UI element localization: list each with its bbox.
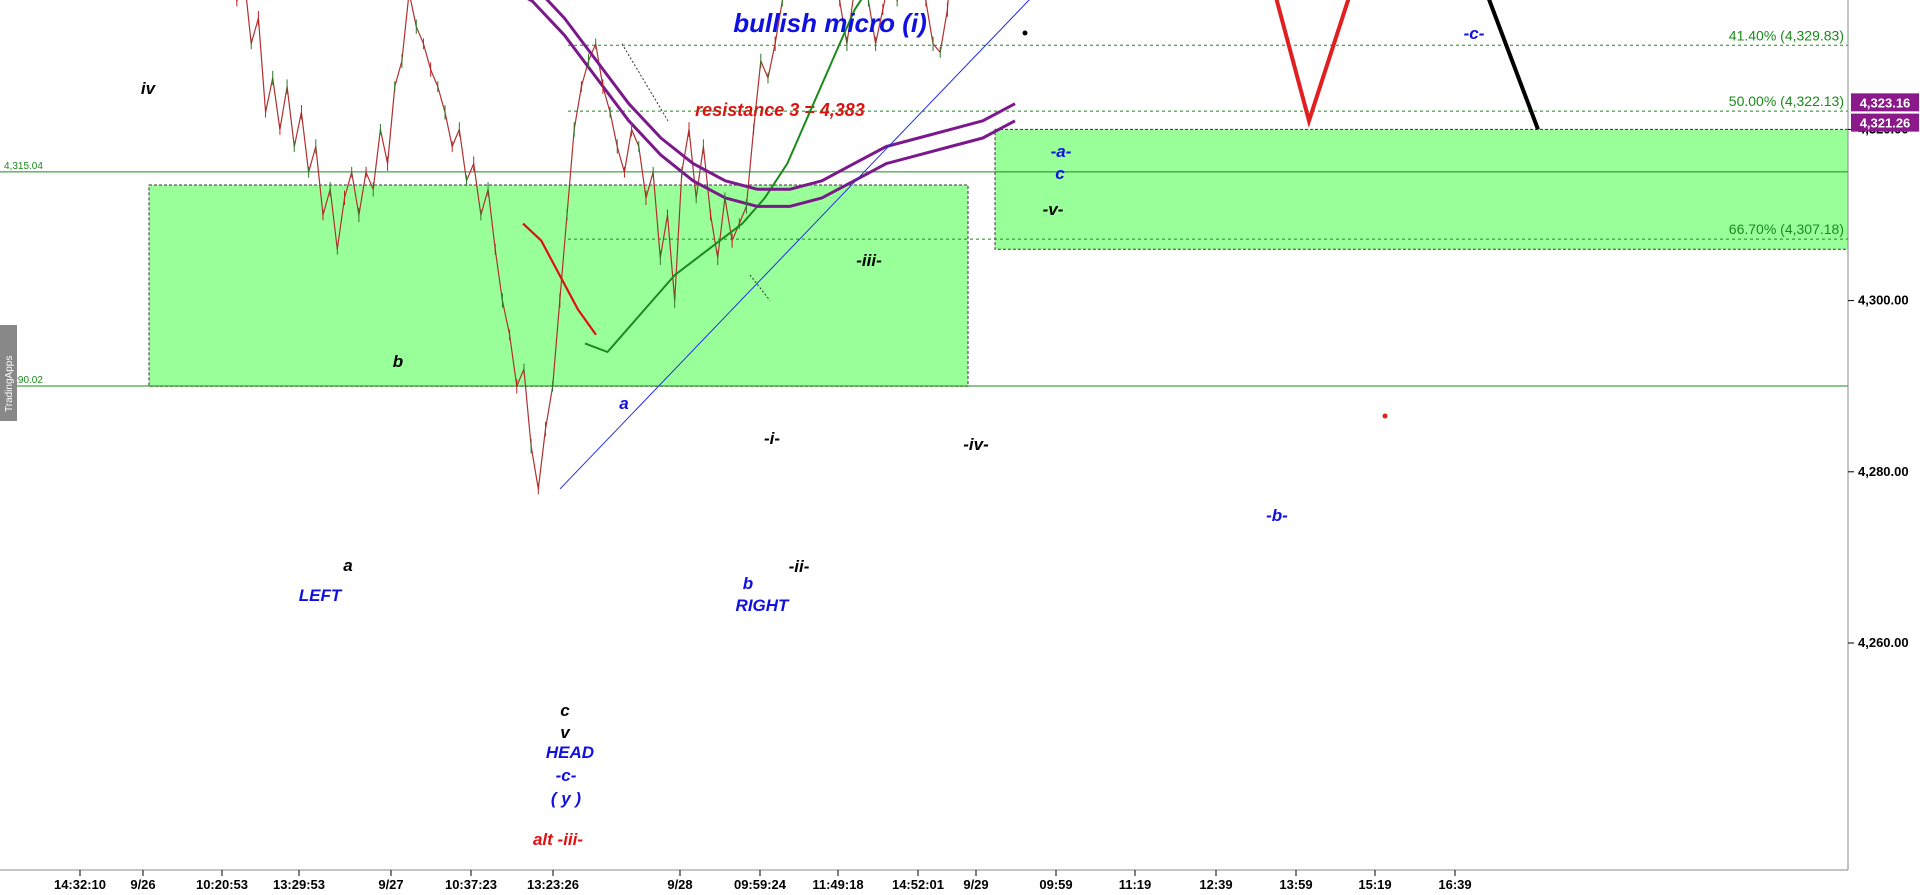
series-green-ma <box>584 0 863 353</box>
wave-label: a <box>619 394 628 413</box>
price-tag <box>1851 113 1919 132</box>
x-tick-label: 9/28 <box>667 877 692 892</box>
wave-label: -v- <box>1043 200 1064 219</box>
wave-label: -ii- <box>789 557 810 576</box>
wave-label: -iv- <box>963 435 989 454</box>
hline-label: 4,315.04 <box>4 161 43 172</box>
hline-label: 4,290.02 <box>4 375 43 386</box>
wave-label: ( y ) <box>551 789 582 808</box>
wave-label: v <box>560 723 571 742</box>
wave-label: -a- <box>1051 142 1072 161</box>
price-tag-label: 4,323.16 <box>1860 95 1911 110</box>
zones-layer: resistance 3 = 4,383 <box>148 100 1849 387</box>
wave-label: a <box>343 556 352 575</box>
price-tag-label: 4,321.26 <box>1860 116 1911 131</box>
y-tick-label: 4,300.00 <box>1858 293 1909 308</box>
series-layer <box>236 0 1016 495</box>
wave-label: iv <box>141 79 157 98</box>
y-tick-label: 4,280.00 <box>1858 464 1909 479</box>
x-tick-label: 9/27 <box>378 877 403 892</box>
series-purple-ma-lower <box>527 0 1016 208</box>
wave-label: -c- <box>1464 24 1485 43</box>
series-red-ma <box>522 222 597 336</box>
price-tag <box>1851 93 1919 112</box>
trendline <box>559 0 1030 490</box>
zone-left-right-support <box>148 184 969 387</box>
x-tick-label: 12:39 <box>1199 877 1232 892</box>
connector <box>749 274 771 301</box>
series-purple-ma-upper <box>545 0 1016 191</box>
x-tick-label: 16:39 <box>1438 877 1471 892</box>
watermark-box <box>0 325 17 421</box>
wave-label: -i- <box>764 429 780 448</box>
wave-label: c <box>1055 164 1065 183</box>
x-tick-label: 9/29 <box>963 877 988 892</box>
wave-label: -b- <box>1266 506 1288 525</box>
zone-b-support <box>994 128 1849 250</box>
x-tick-label: 10:37:23 <box>445 877 497 892</box>
wave-label: -c- <box>556 766 577 785</box>
connector <box>621 43 669 122</box>
fib-label: 41.40% (4,329.83) <box>1729 27 1844 43</box>
watermark-text: TradingApps <box>4 356 15 412</box>
x-tick-label: 9/26 <box>130 877 155 892</box>
projections-layer <box>559 0 1540 490</box>
wave-label: c <box>560 701 570 720</box>
x-tick-label: 14:52:01 <box>892 877 944 892</box>
resistance-label: resistance 3 = 4,383 <box>695 100 865 120</box>
wave-label: -iii- <box>856 251 882 270</box>
x-tick-label: 09:59:24 <box>734 877 787 892</box>
fib-label: 66.70% (4,307.18) <box>1729 221 1844 237</box>
wave-label: HEAD <box>546 743 594 762</box>
dot-marker <box>1022 30 1028 36</box>
wave-label: b <box>743 574 753 593</box>
fib-label: 50.00% (4,322.13) <box>1729 93 1844 109</box>
wave-label: LEFT <box>299 586 343 605</box>
x-axis: 14:32:10 9/26 10:20:53 13:29:53 9/27 10:37:23… <box>54 870 1472 892</box>
x-tick-label: 10:20:53 <box>196 877 248 892</box>
wave-label: alt -iii- <box>533 830 583 849</box>
projection-red-path <box>1274 0 1351 128</box>
x-tick-label: 13:59 <box>1279 877 1312 892</box>
x-tick-label: 15:19 <box>1358 877 1391 892</box>
series-price <box>236 0 949 490</box>
wave-label: RIGHT <box>736 596 791 615</box>
fib-levels-layer: 138.20% (4,374.22)123.60% (4,366.49)100.… <box>568 27 1848 301</box>
x-tick-label: 11:49:18 <box>812 877 863 892</box>
red-dot <box>1382 413 1388 419</box>
x-tick-label: 14:32:10 <box>54 877 106 892</box>
x-tick-label: 11:19 <box>1119 877 1152 892</box>
x-tick-label: 09:59 <box>1039 877 1072 892</box>
x-tick-label: 13:29:53 <box>273 877 325 892</box>
y-tick-label: 4,260.00 <box>1858 635 1909 650</box>
x-tick-label: 13:23:26 <box>527 877 579 892</box>
price-tags-layer: 4,367.254,352.234,323.164,321.26 <box>1851 93 1919 132</box>
chart-title: bullish micro (i) <box>733 8 927 38</box>
wave-label: b <box>393 352 403 371</box>
